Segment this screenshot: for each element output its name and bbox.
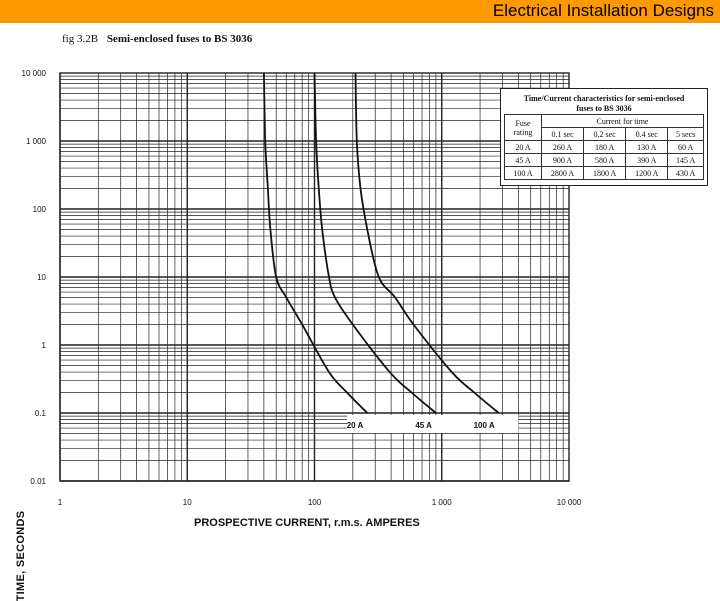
- x-axis-label: PROSPECTIVE CURRENT, r.m.s. AMPERES: [194, 517, 420, 529]
- table-cell: 145 A: [667, 153, 704, 167]
- y-tick-label: 1: [42, 341, 47, 350]
- header-bar: Electrical Installation Designs: [0, 0, 720, 23]
- figure-number: fig 3.2B: [62, 33, 99, 45]
- fuse-curve-100a: [354, 72, 500, 414]
- x-tick-label: 100: [308, 498, 322, 507]
- table-cell: 1200 A: [625, 166, 669, 180]
- y-tick-label: 10: [37, 273, 46, 282]
- series-label: 45 A: [415, 421, 432, 430]
- x-tick-label: 1 000: [432, 498, 453, 507]
- table-title-line2: fuses to BS 3036: [576, 104, 632, 113]
- x-tick-label: 10: [183, 498, 192, 507]
- y-axis-label: TIME, SECONDS: [15, 510, 27, 601]
- y-tick-label: 100: [33, 205, 47, 214]
- table-cell: 1800 A: [583, 166, 627, 180]
- x-tick-label: 10 000: [557, 498, 582, 507]
- table-cell-rating: 100 A: [504, 166, 542, 180]
- table-header-row: Fuse rating Current for time: [504, 114, 704, 141]
- table-cell: 900 A: [540, 153, 585, 167]
- fuse-characteristic-chart: 10 000 1 000 100 10 1 0.1 0.01 1 10 100 1 000 10 00…: [22, 69, 582, 507]
- time-header: 0.4 sec: [625, 127, 669, 141]
- time-current-table: Fuse rating Current for time 0.1 sec 0.2…: [504, 114, 704, 180]
- header-title: Electrical Installation Designs: [492, 1, 714, 20]
- table-cell: 180 A: [583, 140, 627, 154]
- y-tick-label: 1 000: [26, 137, 47, 146]
- table-cell: 60 A: [667, 140, 704, 154]
- table-cell: 130 A: [625, 140, 669, 154]
- fuse-rating-header: Fuse rating: [504, 114, 542, 141]
- table-cell: 580 A: [583, 153, 627, 167]
- table-row: 45 A 900 A 580 A 390 A 145 A: [504, 153, 704, 167]
- y-tick-label: 0.01: [30, 477, 46, 486]
- series-label: 100 A: [474, 421, 495, 430]
- figure-title: Semi-enclosed fuses to BS 3036: [106, 33, 253, 45]
- table-title-line1: Time/Current characteristics for semi-en…: [523, 94, 685, 103]
- fuse-curve-20a: [263, 72, 368, 414]
- series-label: 20 A: [347, 421, 364, 430]
- table-time-header-row: 0.1 sec 0.2 sec 0.4 sec 5 secs: [505, 127, 704, 141]
- table-cell: 430 A: [667, 166, 704, 180]
- table-cell: 390 A: [625, 153, 669, 167]
- table-row: 20 A 260 A 180 A 130 A 60 A: [504, 140, 704, 154]
- y-tick-label: 10 000: [22, 69, 47, 78]
- table-row: 100 A 2800 A 1800 A 1200 A 430 A: [504, 166, 704, 180]
- y-tick-label: 0.1: [35, 409, 47, 418]
- time-header: 0.2 sec: [583, 127, 627, 141]
- time-header: 0.1 sec: [540, 127, 585, 141]
- table-cell-rating: 45 A: [504, 153, 542, 167]
- figure-caption: fig 3.2B Semi-enclosed fuses to BS 3036: [62, 33, 252, 45]
- x-tick-label: 1: [58, 498, 63, 507]
- time-header: 5 secs: [667, 127, 704, 141]
- table-cell-rating: 20 A: [504, 140, 542, 154]
- fuse-curve-45a: [313, 72, 437, 414]
- table-title: Time/Current characteristics for semi-en…: [501, 89, 707, 114]
- table-cell: 2800 A: [540, 166, 585, 180]
- current-for-time-header: Current for time: [541, 114, 704, 128]
- table-cell: 260 A: [540, 140, 585, 154]
- time-current-table-box: Time/Current characteristics for semi-en…: [500, 88, 708, 186]
- series-label-band: [346, 415, 519, 433]
